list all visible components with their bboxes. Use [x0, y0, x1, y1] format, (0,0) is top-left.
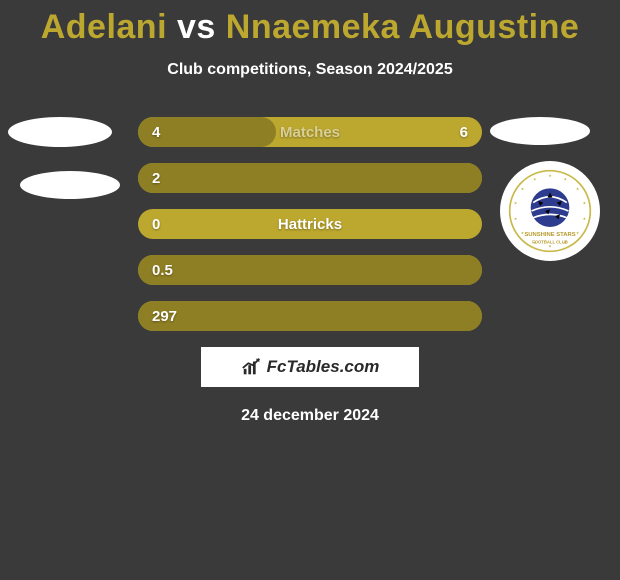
stat-left-value: 4 — [152, 124, 160, 141]
stat-row-fill — [138, 163, 482, 193]
stat-label: Hattricks — [138, 216, 482, 233]
player1-shape-2 — [20, 171, 120, 199]
stat-row-fill — [138, 255, 482, 285]
stat-left-value: 297 — [152, 308, 177, 325]
stat-left-value: 0 — [152, 216, 160, 233]
date-text: 24 december 2024 — [0, 407, 620, 425]
page-title: Adelani vs Nnaemeka Augustine — [0, 0, 620, 47]
stat-row: 4Matches6 — [138, 117, 482, 147]
player2-name: Nnaemeka Augustine — [226, 8, 580, 46]
vs-text: vs — [177, 8, 216, 46]
stat-rows: 4Matches6 2Goals 0Hattricks 0.5Goals per ma… — [138, 117, 482, 331]
stat-right-value: 6 — [460, 124, 468, 141]
club-badge-icon: SUNSHINE STARS FOOTBALL CLUB — [508, 169, 592, 253]
attribution-box: FcTables.com — [201, 347, 419, 387]
stat-left-value: 2 — [152, 170, 160, 187]
comparison-arena: SUNSHINE STARS FOOTBALL CLUB 4Matches6 2G… — [0, 117, 620, 331]
svg-text:SUNSHINE STARS: SUNSHINE STARS — [524, 232, 575, 238]
chart-icon — [241, 356, 263, 378]
player1-shape-1 — [8, 117, 112, 147]
stat-row: 297Min per goal — [138, 301, 482, 331]
attribution-text: FcTables.com — [267, 357, 380, 377]
stat-row: 2Goals — [138, 163, 482, 193]
stat-row-fill — [138, 301, 482, 331]
player1-name: Adelani — [41, 8, 167, 46]
stat-row: 0Hattricks — [138, 209, 482, 239]
subtitle: Club competitions, Season 2024/2025 — [0, 61, 620, 79]
club-badge: SUNSHINE STARS FOOTBALL CLUB — [500, 161, 600, 261]
stat-row: 0.5Goals per match — [138, 255, 482, 285]
stat-left-value: 0.5 — [152, 262, 173, 279]
svg-text:FOOTBALL CLUB: FOOTBALL CLUB — [532, 240, 568, 245]
player2-shape-1 — [490, 117, 590, 145]
